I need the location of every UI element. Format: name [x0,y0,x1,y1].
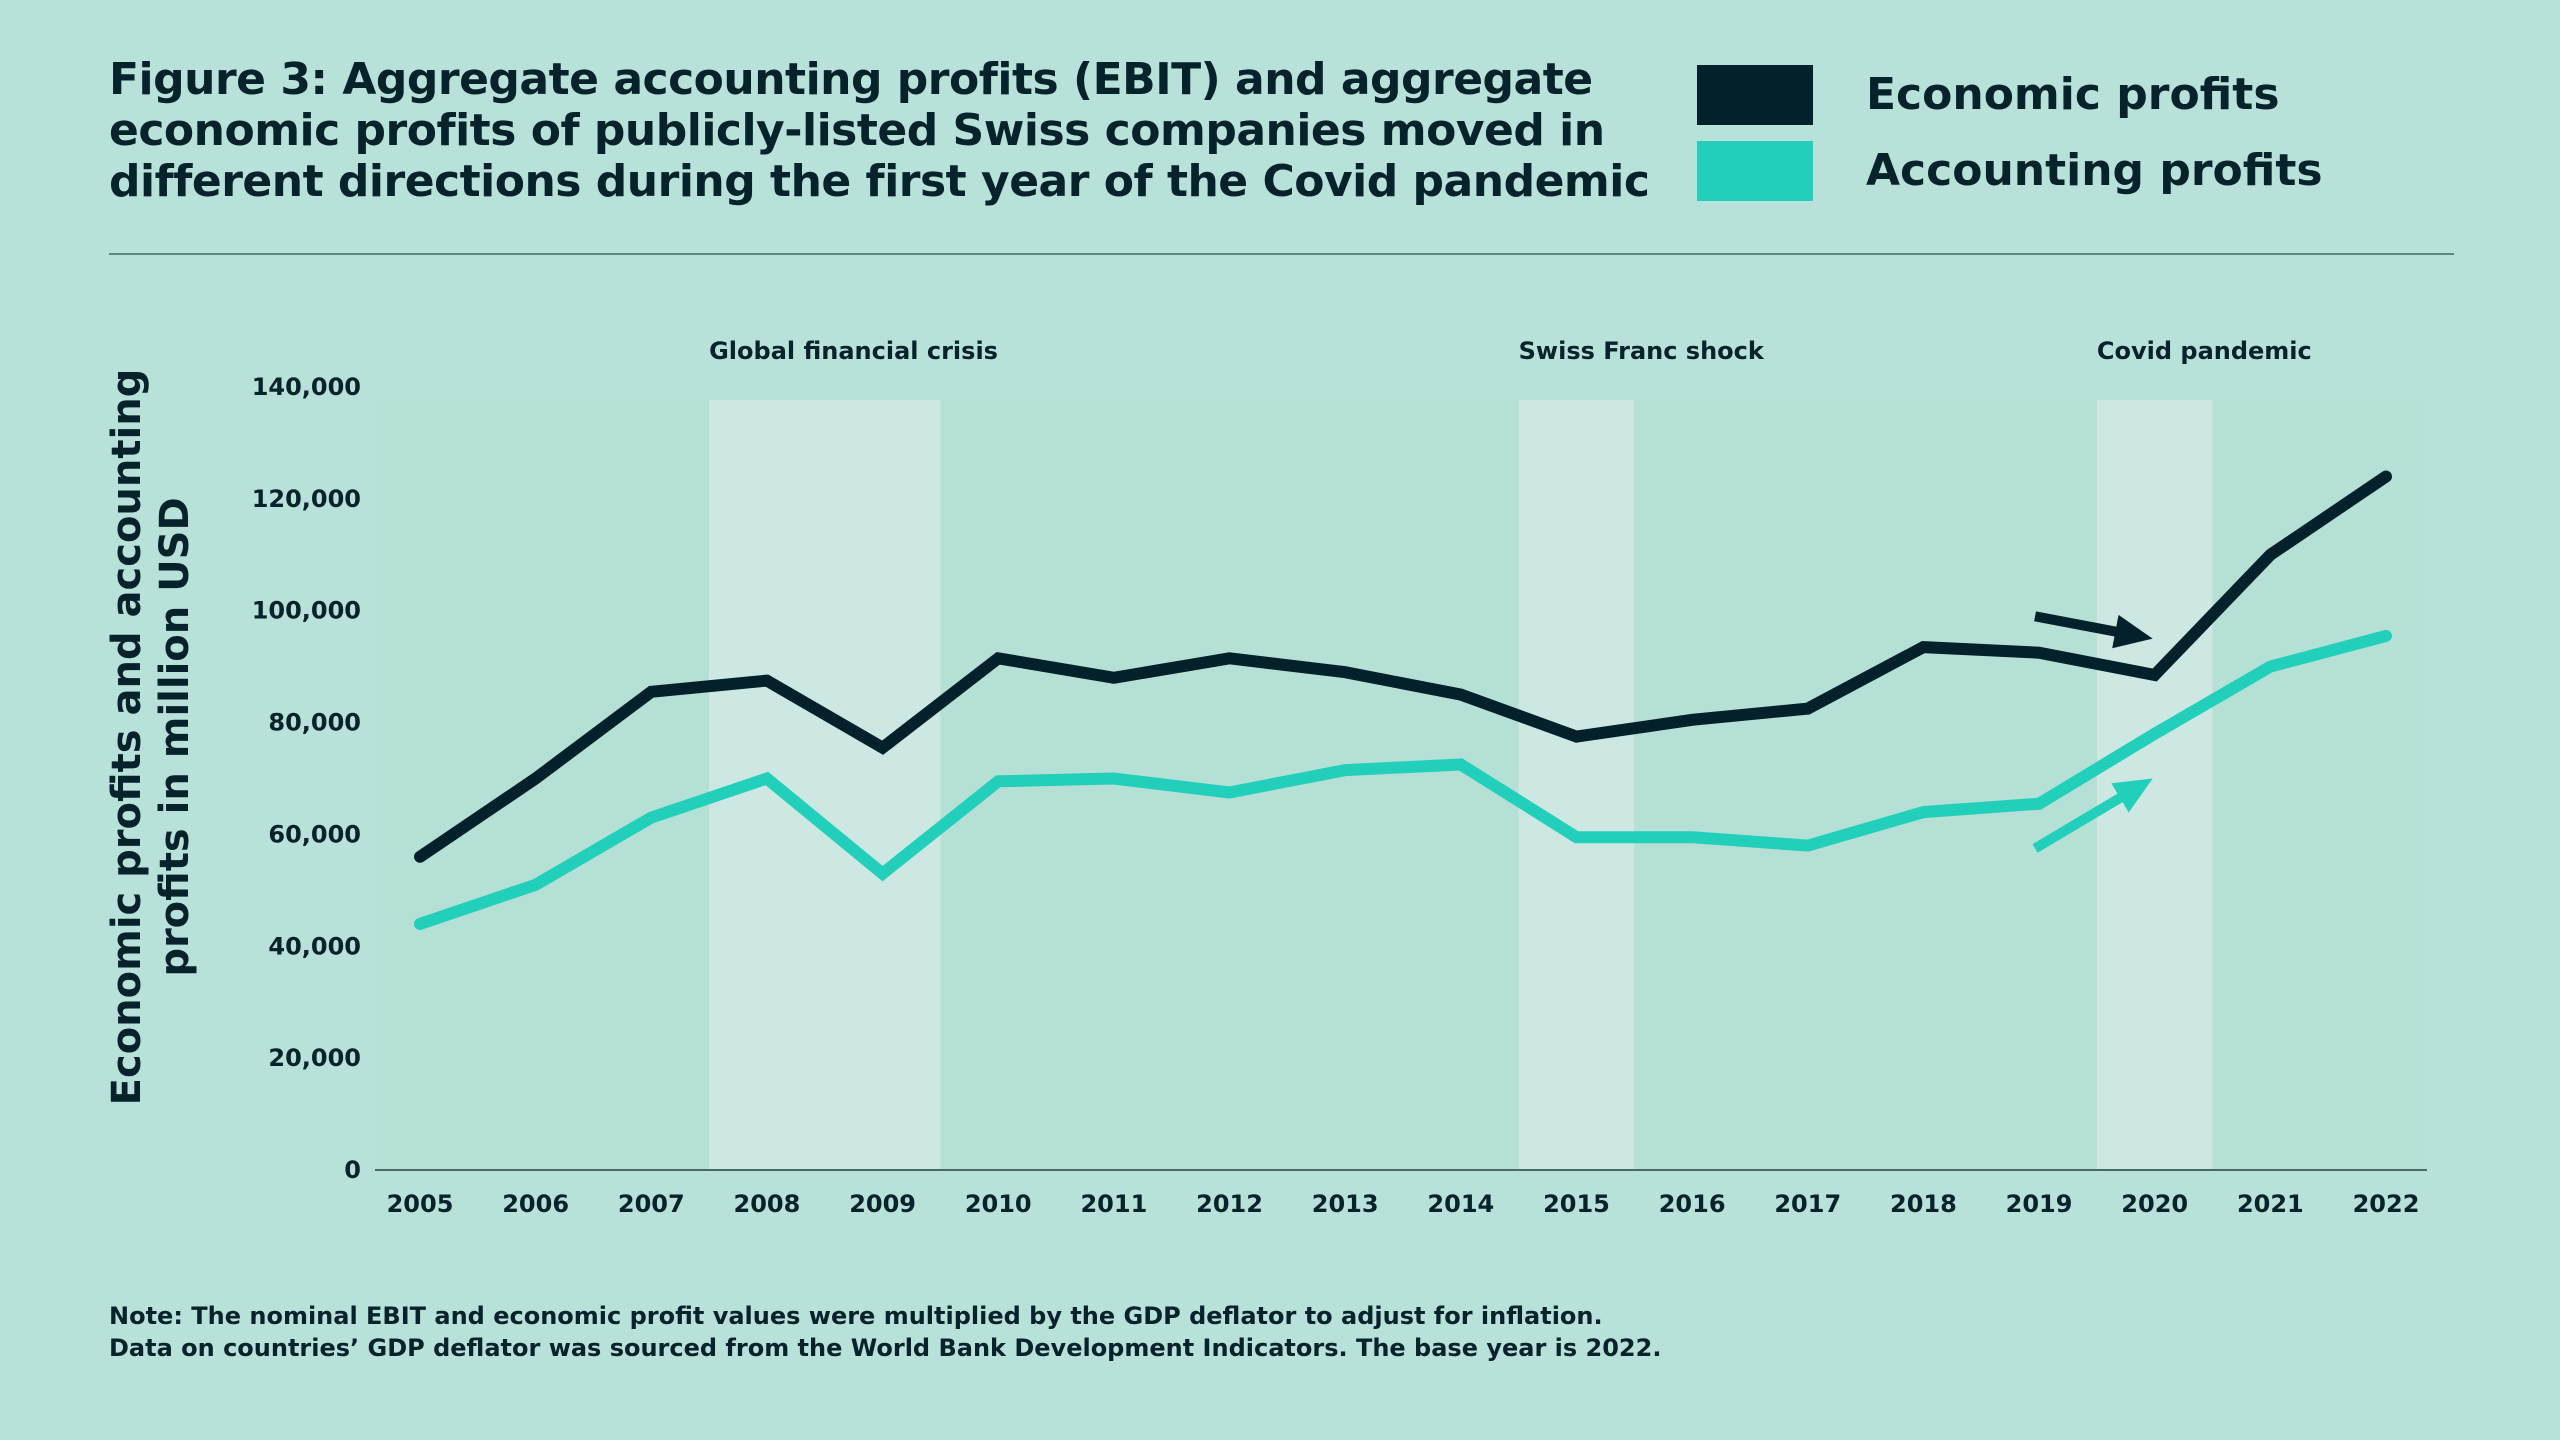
y-tick-label: 120,000 [252,485,361,513]
y-tick-label: 0 [344,1156,361,1184]
x-tick-label: 2014 [1427,1190,1494,1218]
y-axis-title-line: profits in million USD [152,497,198,976]
x-tick-label: 2009 [849,1190,916,1218]
x-tick-label: 2016 [1659,1190,1726,1218]
arrow-shaft [2032,791,2127,853]
annotation-arrows [2032,611,2153,853]
y-tick-label: 140,000 [252,373,361,401]
x-tick-label: 2017 [1774,1190,1841,1218]
highlight-bands [375,400,2425,1170]
series-line-accounting [414,629,2392,930]
x-tick-label: 2007 [618,1190,685,1218]
x-tick-label: 2018 [1890,1190,1957,1218]
series-line-economic [414,470,2392,863]
legend-swatch-accounting [1697,141,1813,201]
x-tick-label: 2010 [965,1190,1032,1218]
x-tick-label: 2005 [387,1190,454,1218]
highlight-label: Global financial crisis [709,337,998,365]
arrow-head [2112,614,2153,649]
x-tick-label: 2019 [2006,1190,2073,1218]
header-divider [109,253,2454,255]
arrow-shaft [2034,611,2121,638]
legend-swatch-economic [1697,65,1813,125]
legend-item-accounting: Accounting profits [1697,141,2397,201]
y-axis-title-line: Economic profits and accounting [104,369,150,1106]
y-tick-label: 60,000 [268,820,361,848]
legend-item-economic: Economic profits [1697,65,2397,125]
chart-labels: Global financial crisis Swiss Franc shock… [104,337,2419,1218]
highlight-label: Swiss Franc shock [1519,337,1765,365]
x-tick-label: 2020 [2121,1190,2188,1218]
footnote-line-1: Note: The nominal EBIT and economic prof… [109,1302,1603,1330]
legend-label-accounting: Accounting profits [1866,145,2323,196]
chart-title: Figure 3: Aggregate accounting profits (… [109,54,1650,207]
legend-label-economic: Economic profits [1866,69,2280,120]
y-tick-label: 100,000 [252,597,361,625]
x-tick-label: 2015 [1543,1190,1610,1218]
y-tick-label: 20,000 [268,1044,361,1072]
series-lines [414,470,2392,930]
x-tick-label: 2022 [2353,1190,2420,1218]
footnote: Note: The nominal EBIT and economic prof… [109,1300,2409,1364]
x-tick-label: 2008 [734,1190,801,1218]
y-axis-title: Economic profits and accountingprofits i… [104,369,198,1106]
y-tick-label: 40,000 [268,932,361,960]
x-tick-label: 2012 [1196,1190,1263,1218]
highlight-label: Covid pandemic [2097,337,2312,365]
y-tick-label: 80,000 [268,709,361,737]
footnote-line-2: Data on countries’ GDP deflator was sour… [109,1334,1662,1362]
highlight-band [1518,400,1635,1170]
x-tick-label: 2021 [2237,1190,2304,1218]
arrow-head [2111,778,2153,813]
x-tick-label: 2006 [502,1190,569,1218]
x-tick-label: 2013 [1312,1190,1379,1218]
x-tick-label: 2011 [1080,1190,1147,1218]
